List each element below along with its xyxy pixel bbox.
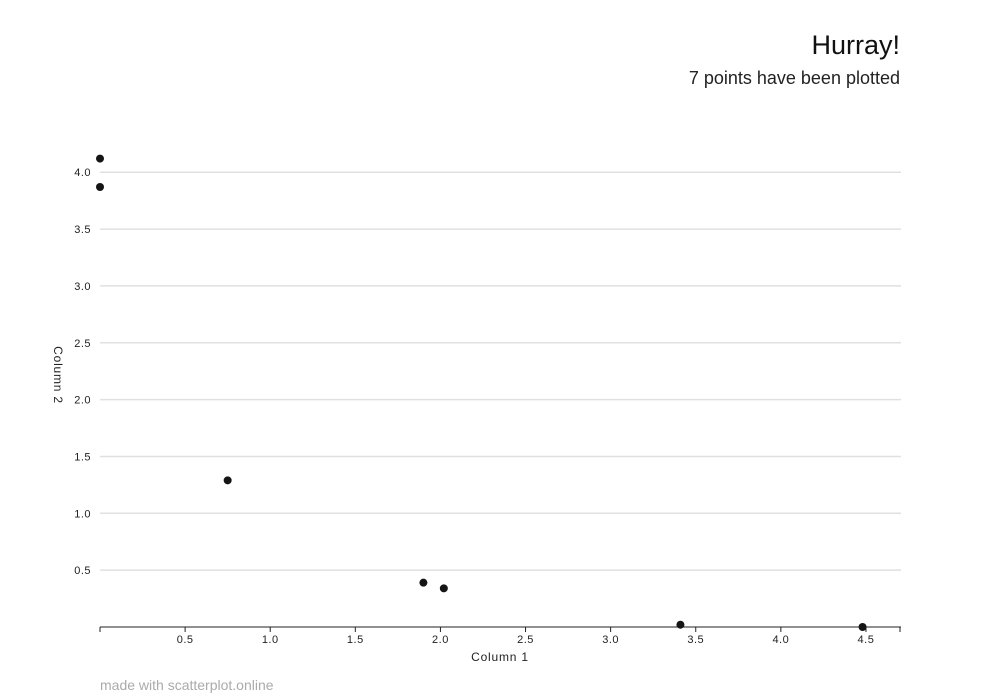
grid-lines — [100, 171, 901, 571]
x-axis: 0.5 1.0 1.5 2.0 2.5 3.0 3.5 4.0 4.5 — [99, 626, 901, 646]
x-axis-label: Column 1 — [471, 650, 529, 664]
x-tick-label: 0.5 — [177, 634, 194, 646]
data-point — [223, 476, 232, 485]
x-tick-label: 1.5 — [347, 634, 364, 646]
data-point — [858, 623, 867, 631]
y-tick-label: 2.5 — [74, 338, 91, 350]
y-tick-label: 3.0 — [74, 281, 91, 293]
y-tick-label: 0.5 — [74, 565, 91, 577]
y-axis-ticks: 0.5 1.0 1.5 2.0 2.5 3.0 3.5 4.0 — [74, 167, 91, 577]
data-point — [96, 154, 104, 163]
x-tick-label: 3.5 — [687, 634, 704, 646]
x-tick-label: 2.5 — [517, 634, 534, 646]
y-tick-label: 1.5 — [74, 451, 91, 463]
chart-title: Hurray! — [811, 30, 900, 60]
data-point — [419, 578, 428, 587]
data-points — [96, 154, 867, 631]
x-tick-label: 2.0 — [432, 634, 449, 646]
data-point — [676, 620, 685, 629]
footer-credit: made with scatterplot.online — [100, 677, 274, 693]
x-tick-label: 4.0 — [772, 634, 789, 646]
y-tick-label: 1.0 — [74, 508, 91, 520]
y-tick-label: 4.0 — [74, 167, 91, 179]
chart-subtitle: 7 points have been plotted — [688, 68, 900, 88]
data-point — [96, 182, 104, 191]
x-tick-label: 1.0 — [262, 634, 279, 646]
y-tick-label: 2.0 — [74, 395, 91, 407]
y-tick-label: 3.5 — [74, 224, 91, 236]
y-axis-label: Column 2 — [51, 346, 65, 404]
x-tick-label: 4.5 — [858, 634, 875, 646]
data-point — [439, 584, 448, 593]
x-tick-label: 3.0 — [602, 634, 619, 646]
